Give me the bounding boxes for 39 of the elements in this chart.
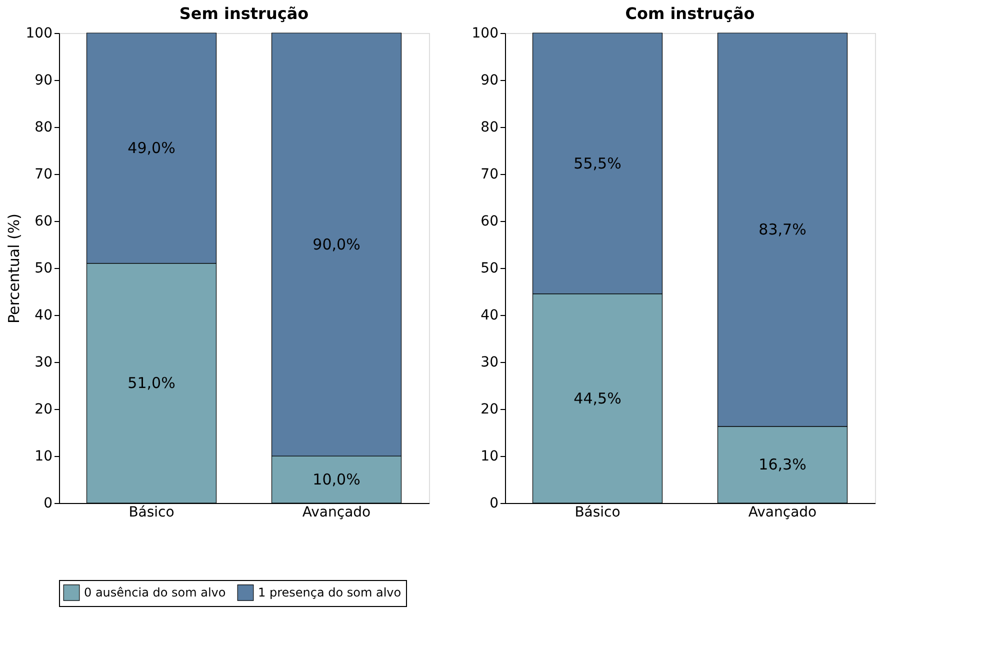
data-label: 83,7%	[758, 220, 806, 239]
data-label: 16,3%	[758, 456, 806, 474]
y-tick-label: 10	[34, 448, 52, 464]
data-label: 10,0%	[312, 470, 360, 488]
y-tick-label: 60	[34, 214, 52, 230]
y-tick-label: 0	[44, 496, 52, 512]
y-tick-label: 10	[480, 448, 498, 464]
y-tick-label: 60	[480, 214, 498, 230]
y-tick-label: 20	[480, 402, 498, 418]
y-tick-label: 30	[34, 354, 52, 370]
chart-title: Sem instrução	[179, 4, 309, 23]
x-tick-label: Básico	[128, 504, 174, 520]
y-tick-label: 80	[34, 120, 52, 136]
y-tick-label: 50	[480, 260, 498, 276]
y-tick-label: 80	[480, 120, 498, 136]
legend-label: 0 ausência do som alvo	[84, 586, 226, 600]
y-tick-label: 90	[34, 72, 52, 88]
y-tick-label: 70	[480, 166, 498, 182]
y-tick-label: 90	[480, 72, 498, 88]
data-label: 51,0%	[128, 374, 176, 392]
data-label: 44,5%	[574, 389, 622, 408]
x-tick-label: Básico	[574, 504, 620, 520]
y-axis-title: Percentual (%)	[4, 213, 23, 324]
data-label: 90,0%	[312, 236, 360, 254]
y-tick-label: 40	[34, 308, 52, 324]
y-tick-label: 50	[34, 260, 52, 276]
y-tick-label: 40	[480, 308, 498, 324]
y-tick-label: 20	[34, 402, 52, 418]
y-tick-label: 0	[490, 496, 498, 512]
y-tick-label: 30	[480, 354, 498, 370]
y-tick-label: 100	[472, 26, 498, 42]
data-label: 55,5%	[574, 154, 622, 172]
legend-label: 1 presença do som alvo	[258, 586, 402, 600]
y-tick-label: 70	[34, 166, 52, 182]
y-tick-label: 100	[26, 26, 52, 42]
data-label: 49,0%	[128, 139, 176, 158]
x-tick-label: Avançado	[748, 504, 817, 520]
x-tick-label: Avançado	[302, 504, 371, 520]
chart-title: Com instrução	[625, 4, 755, 23]
